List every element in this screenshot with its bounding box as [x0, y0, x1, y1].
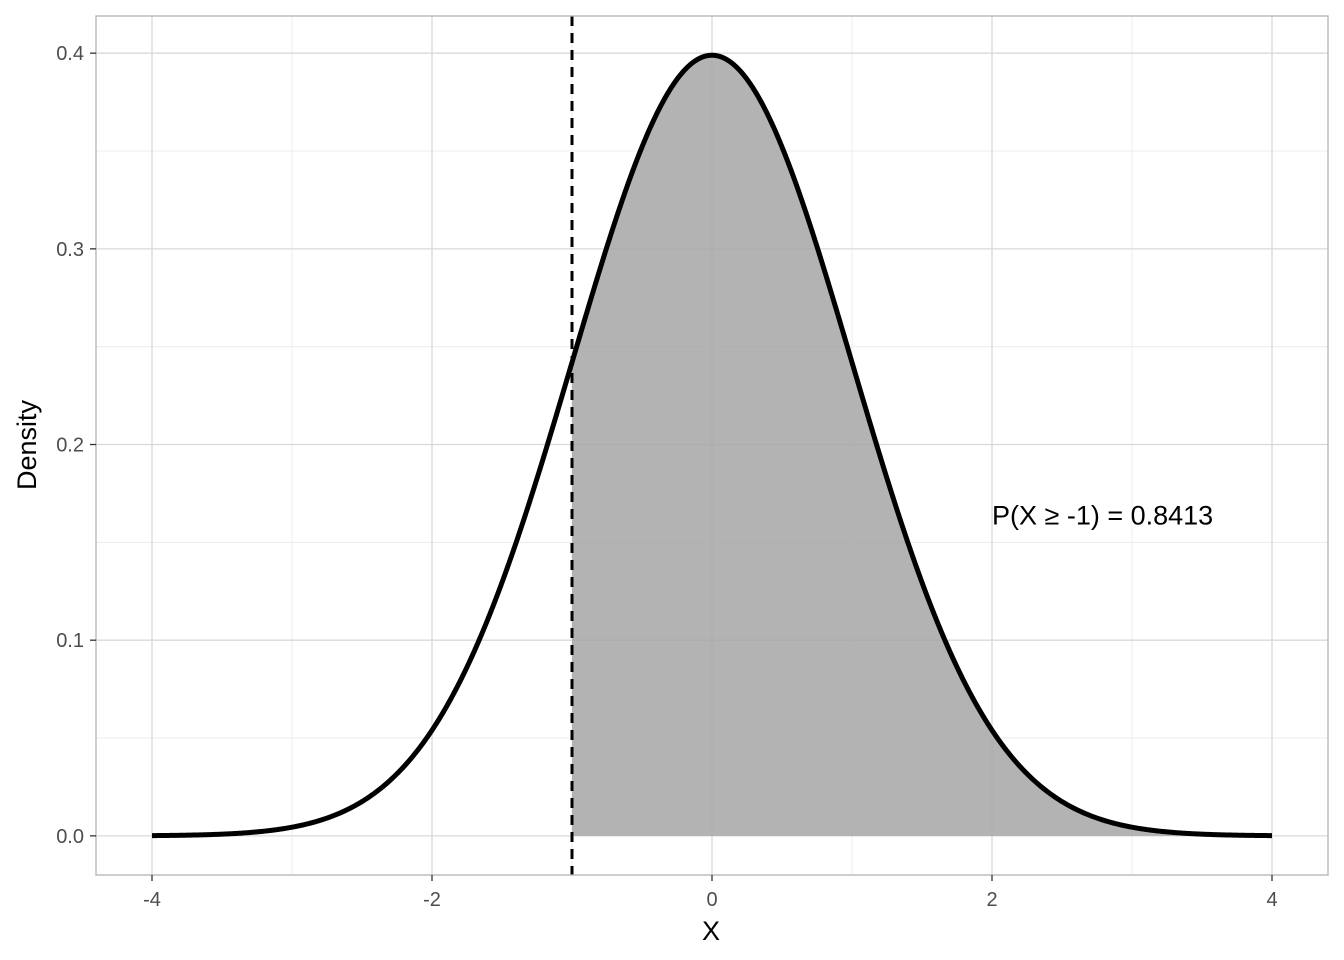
probability-annotation: P(X ≥ -1) = 0.8413	[992, 501, 1213, 531]
x-tick-label: 0	[706, 889, 717, 911]
x-axis-title: X	[702, 916, 720, 946]
y-tick-label: 0.3	[56, 239, 84, 261]
x-tick-label: 4	[1266, 889, 1277, 911]
density-curve	[150, 52, 1274, 839]
y-tick-label: 0.2	[56, 435, 84, 457]
y-tick-label: 0.4	[56, 43, 84, 65]
y-axis: 0.0 0.1 0.2 0.3 0.4	[56, 43, 96, 848]
x-tick-label: -2	[423, 889, 441, 911]
y-tick-label: 0.0	[56, 826, 84, 848]
shaded-probability-area	[572, 55, 1272, 836]
y-axis-title: Density	[12, 399, 42, 490]
x-axis: -4 -2 0 2 4	[143, 875, 1278, 911]
y-tick-label: 0.1	[56, 630, 84, 652]
x-tick-label: 2	[986, 889, 997, 911]
x-tick-label: -4	[143, 889, 161, 911]
